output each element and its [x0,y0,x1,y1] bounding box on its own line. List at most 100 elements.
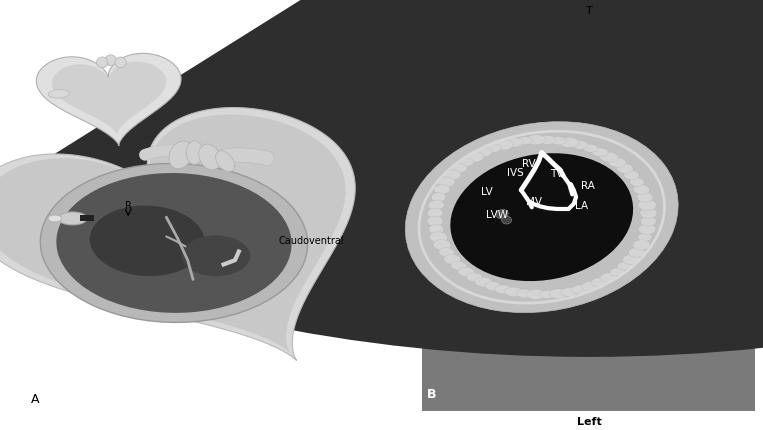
Ellipse shape [451,261,466,270]
Ellipse shape [539,135,556,144]
Ellipse shape [571,285,588,294]
Text: LV: LV [481,187,493,197]
Polygon shape [0,108,356,360]
Text: MV: MV [526,197,542,207]
Ellipse shape [629,178,644,186]
Ellipse shape [427,208,443,218]
Ellipse shape [465,152,484,162]
Text: Caudoventral: Caudoventral [278,236,344,246]
Ellipse shape [526,135,546,145]
Ellipse shape [549,289,568,298]
Text: LVW: LVW [487,210,508,220]
Polygon shape [52,61,166,135]
Ellipse shape [550,137,566,145]
Ellipse shape [610,268,624,276]
Ellipse shape [639,224,656,235]
Ellipse shape [539,290,555,298]
Bar [80,215,94,221]
Ellipse shape [466,273,483,282]
Ellipse shape [434,184,450,194]
Ellipse shape [431,193,446,202]
Ellipse shape [633,184,649,194]
Text: RA: RA [581,181,594,191]
Ellipse shape [438,177,456,187]
Ellipse shape [114,57,127,68]
Ellipse shape [405,122,678,313]
Ellipse shape [111,169,298,287]
Ellipse shape [608,157,626,167]
Text: LA: LA [575,200,588,211]
Ellipse shape [505,138,523,147]
Ellipse shape [526,289,546,299]
Ellipse shape [56,173,291,313]
Ellipse shape [640,208,657,218]
Ellipse shape [475,147,492,157]
Ellipse shape [517,137,533,144]
Text: A: A [31,393,39,406]
Ellipse shape [617,164,633,173]
Ellipse shape [496,209,508,219]
Ellipse shape [199,144,221,170]
Bar [422,47,755,411]
Ellipse shape [40,163,307,322]
Wedge shape [0,0,763,357]
Ellipse shape [600,273,617,282]
Ellipse shape [591,277,609,287]
Ellipse shape [559,137,579,147]
Ellipse shape [450,153,633,281]
Ellipse shape [633,240,650,250]
Ellipse shape [430,232,447,243]
Ellipse shape [485,282,501,291]
Ellipse shape [90,206,204,276]
Text: RV: RV [522,159,536,169]
Polygon shape [0,114,346,353]
Ellipse shape [444,255,461,264]
Ellipse shape [583,144,597,152]
Ellipse shape [48,215,62,222]
Ellipse shape [458,267,475,276]
Ellipse shape [58,212,87,225]
Ellipse shape [429,224,444,234]
Ellipse shape [629,247,645,257]
Ellipse shape [96,57,108,68]
Ellipse shape [637,192,653,202]
Ellipse shape [443,170,461,180]
Ellipse shape [427,216,443,226]
Ellipse shape [591,148,608,157]
Ellipse shape [502,216,511,224]
Ellipse shape [186,141,203,164]
Text: Left: Left [577,417,601,427]
Ellipse shape [600,152,618,162]
Ellipse shape [182,236,250,276]
Ellipse shape [439,248,454,257]
Ellipse shape [459,158,474,167]
Ellipse shape [638,233,652,242]
Ellipse shape [517,289,533,298]
Text: R: R [124,201,132,212]
Ellipse shape [169,141,193,169]
Text: TV: TV [550,169,564,179]
Ellipse shape [640,216,656,226]
Ellipse shape [450,164,467,173]
Ellipse shape [433,240,451,250]
Ellipse shape [494,140,513,150]
Ellipse shape [428,200,444,210]
Ellipse shape [623,254,640,264]
Text: T: T [586,6,592,16]
Ellipse shape [485,144,501,153]
Ellipse shape [495,285,512,294]
Ellipse shape [216,151,234,172]
Polygon shape [37,53,181,146]
Ellipse shape [105,55,116,65]
Ellipse shape [638,200,656,211]
Ellipse shape [475,277,493,287]
Ellipse shape [571,141,588,149]
Ellipse shape [48,89,69,98]
Ellipse shape [505,287,523,297]
Ellipse shape [617,261,632,270]
Ellipse shape [581,281,599,291]
Ellipse shape [623,170,639,179]
Text: IVS: IVS [507,168,524,178]
Ellipse shape [561,288,578,296]
Text: B: B [427,388,436,401]
